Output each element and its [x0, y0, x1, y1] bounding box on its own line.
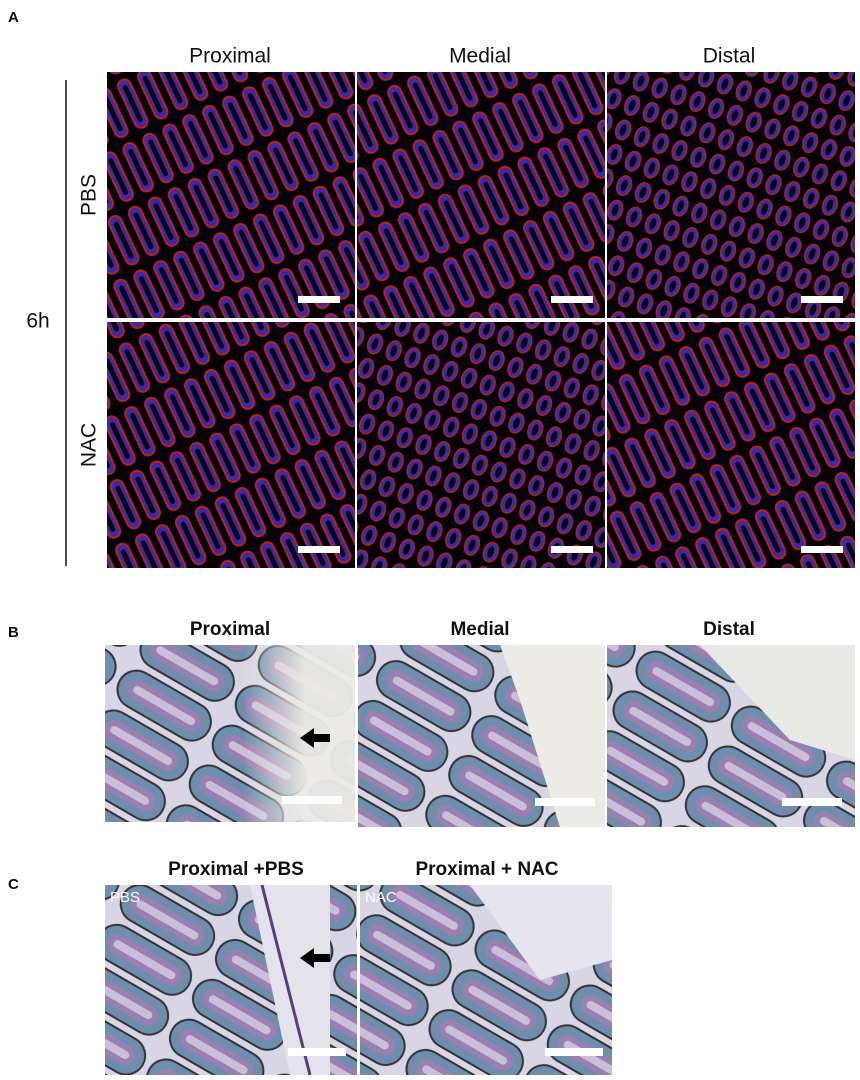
histology-images [105, 645, 855, 827]
image [107, 322, 355, 568]
column-header: Proximal [189, 45, 271, 68]
arrow [300, 948, 330, 968]
image [357, 72, 605, 318]
column-header: Medial [449, 45, 511, 68]
scale-bar [282, 796, 342, 804]
arrow [300, 728, 330, 748]
column-header: Proximal +PBS [168, 859, 304, 880]
panel-label: B [8, 624, 19, 641]
image [607, 72, 855, 318]
scale-bar [551, 296, 593, 303]
image-background [700, 645, 855, 760]
image [107, 72, 355, 318]
image-background [470, 885, 612, 980]
scale-bar [298, 546, 340, 553]
panel-label: C [8, 876, 19, 893]
image-background [105, 645, 355, 822]
column-header: Distal [703, 45, 756, 68]
panel-label: A [8, 9, 19, 26]
scale-bar [545, 1048, 603, 1056]
fluorescence-images [107, 72, 855, 568]
image-background [250, 885, 330, 1075]
scale-bar [801, 546, 843, 553]
column-header: Proximal [190, 619, 270, 640]
image-background [500, 645, 605, 827]
scale-bar [782, 798, 842, 806]
column-header: Distal [703, 619, 755, 640]
column-header: Proximal + NAC [415, 859, 558, 880]
image [607, 322, 855, 568]
scale-bar [801, 296, 843, 303]
image-label: NAC [365, 889, 397, 906]
row-header: PBS [78, 174, 101, 216]
scale-bar [551, 546, 593, 553]
row-header: NAC [78, 423, 101, 467]
column-header: Medial [450, 619, 509, 640]
scale-bar [288, 1048, 346, 1056]
image [357, 322, 605, 568]
membrane [260, 884, 312, 1076]
image-label: PBS [110, 889, 140, 906]
histology-images [105, 884, 612, 1076]
time-label: 6h [26, 310, 49, 333]
scale-bar [535, 798, 595, 806]
scale-bar [298, 296, 340, 303]
